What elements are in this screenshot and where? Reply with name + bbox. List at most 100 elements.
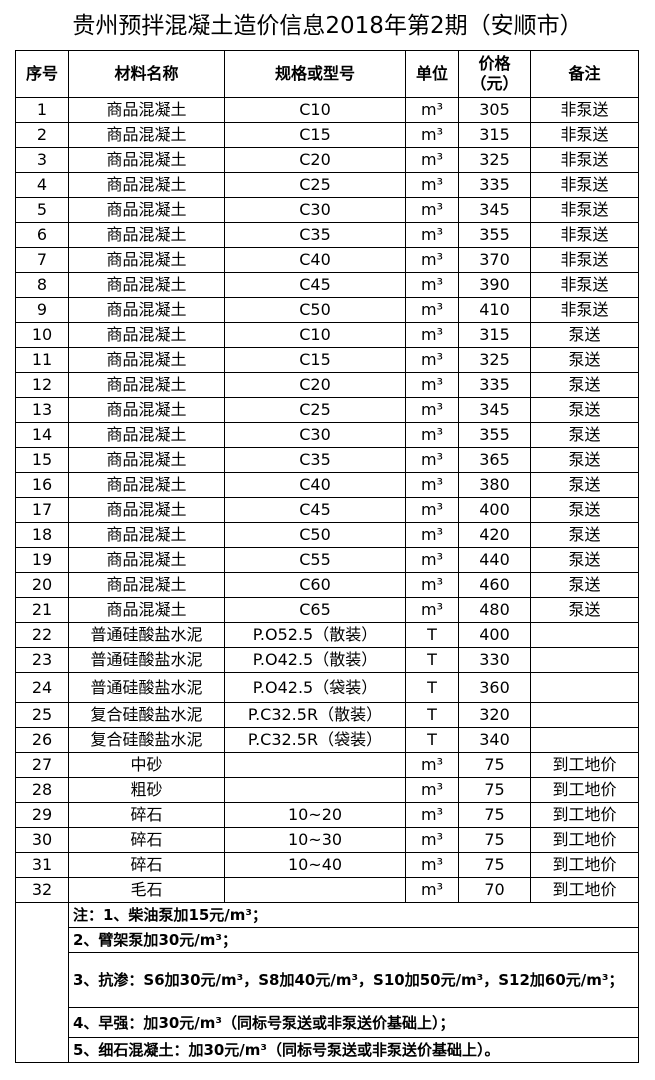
cell-no: 31	[15, 852, 69, 878]
cell-price: 315	[458, 122, 531, 148]
cell-note: 非泵送	[530, 222, 639, 248]
cell-name: 复合硅酸盐水泥	[68, 702, 225, 728]
table-row: 14 商品混凝土 C30 m³ 355 泵送	[15, 422, 639, 448]
cell-price: 75	[458, 852, 531, 878]
cell-no: 11	[15, 347, 69, 373]
cell-note: 泵送	[530, 547, 639, 573]
cell-note: 泵送	[530, 422, 639, 448]
cell-spec: C45	[224, 272, 406, 298]
cell-price: 335	[458, 172, 531, 198]
cell-name: 复合硅酸盐水泥	[68, 727, 225, 753]
note-text: 4、早强：加30元/m³（同标号泵送或非泵送价基础上）；	[68, 1007, 639, 1038]
cell-note: 非泵送	[530, 97, 639, 123]
table-row: 20 商品混凝土 C60 m³ 460 泵送	[15, 572, 639, 598]
cell-spec	[224, 777, 406, 803]
cell-name: 商品混凝土	[68, 497, 225, 523]
cell-no: 29	[15, 802, 69, 828]
cell-no: 9	[15, 297, 69, 323]
cell-price: 460	[458, 572, 531, 598]
cell-unit: m³	[405, 572, 459, 598]
cell-name: 普通硅酸盐水泥	[68, 647, 225, 673]
table-row: 15 商品混凝土 C35 m³ 365 泵送	[15, 447, 639, 473]
table-row: 6 商品混凝土 C35 m³ 355 非泵送	[15, 222, 639, 248]
header-cell: 单位	[405, 50, 459, 98]
cell-no: 23	[15, 647, 69, 673]
cell-price: 315	[458, 322, 531, 348]
cell-price: 345	[458, 397, 531, 423]
table-row: 27 中砂 m³ 75 到工地价	[15, 752, 639, 778]
cell-name: 中砂	[68, 752, 225, 778]
table-row: 12 商品混凝土 C20 m³ 335 泵送	[15, 372, 639, 398]
cell-spec: 10~20	[224, 802, 406, 828]
cell-no: 12	[15, 372, 69, 398]
cell-spec: P.C32.5R（袋装）	[224, 727, 406, 753]
cell-unit: m³	[405, 122, 459, 148]
cell-unit: m³	[405, 522, 459, 548]
cell-no: 16	[15, 472, 69, 498]
table-row: 11 商品混凝土 C15 m³ 325 泵送	[15, 347, 639, 373]
cell-unit: T	[405, 727, 459, 753]
cell-unit: m³	[405, 222, 459, 248]
header-cell: 序号	[15, 50, 69, 98]
cell-name: 商品混凝土	[68, 547, 225, 573]
cell-no: 30	[15, 827, 69, 853]
cell-note: 非泵送	[530, 272, 639, 298]
note-text: 3、抗渗：S6加30元/m³，S8加40元/m³，S10加50元/m³，S12加…	[68, 952, 639, 1008]
table-row: 26 复合硅酸盐水泥 P.C32.5R（袋装） T 340	[15, 727, 639, 753]
header-cell: 规格或型号	[224, 50, 406, 98]
cell-no: 26	[15, 727, 69, 753]
cell-unit: m³	[405, 247, 459, 273]
cell-unit: m³	[405, 547, 459, 573]
cell-name: 商品混凝土	[68, 97, 225, 123]
cell-spec	[224, 877, 406, 903]
cell-price: 420	[458, 522, 531, 548]
cell-unit: m³	[405, 397, 459, 423]
cell-unit: m³	[405, 97, 459, 123]
table-row: 17 商品混凝土 C45 m³ 400 泵送	[15, 497, 639, 523]
cell-no: 5	[15, 197, 69, 223]
cell-spec: P.O42.5（袋装）	[224, 672, 406, 703]
table-row: 10 商品混凝土 C10 m³ 315 泵送	[15, 322, 639, 348]
cell-name: 商品混凝土	[68, 147, 225, 173]
cell-spec: C15	[224, 122, 406, 148]
cell-unit: T	[405, 647, 459, 673]
header-row: 序号 材料名称 规格或型号 单位 价格 （元） 备注	[15, 50, 639, 98]
cell-price: 400	[458, 497, 531, 523]
cell-no: 1	[15, 97, 69, 123]
cell-name: 商品混凝土	[68, 247, 225, 273]
cell-price: 345	[458, 197, 531, 223]
cell-no: 24	[15, 672, 69, 703]
table-row: 16 商品混凝土 C40 m³ 380 泵送	[15, 472, 639, 498]
cell-price: 365	[458, 447, 531, 473]
table-row: 32 毛石 m³ 70 到工地价	[15, 877, 639, 903]
cell-unit: m³	[405, 472, 459, 498]
cell-price: 305	[458, 97, 531, 123]
cell-price: 370	[458, 247, 531, 273]
cell-name: 商品混凝土	[68, 347, 225, 373]
cell-note: 非泵送	[530, 172, 639, 198]
cell-note: 到工地价	[530, 752, 639, 778]
cell-unit: m³	[405, 597, 459, 623]
cell-price: 400	[458, 622, 531, 648]
table-row: 30 碎石 10~30 m³ 75 到工地价	[15, 827, 639, 853]
table-row: 5 商品混凝土 C30 m³ 345 非泵送	[15, 197, 639, 223]
cell-unit: m³	[405, 297, 459, 323]
cell-name: 碎石	[68, 852, 225, 878]
cell-note: 泵送	[530, 497, 639, 523]
table-row: 24 普通硅酸盐水泥 P.O42.5（袋装） T 360	[15, 672, 639, 703]
header-line: （元）	[470, 74, 519, 93]
cell-note: 非泵送	[530, 122, 639, 148]
cell-unit: m³	[405, 172, 459, 198]
cell-name: 毛石	[68, 877, 225, 903]
table-row: 21 商品混凝土 C65 m³ 480 泵送	[15, 597, 639, 623]
note-row: 5、细石混凝土：加30元/m³（同标号泵送或非泵送价基础上）。	[16, 1037, 639, 1063]
cell-spec: C10	[224, 322, 406, 348]
table-row: 19 商品混凝土 C55 m³ 440 泵送	[15, 547, 639, 573]
cell-note: 泵送	[530, 372, 639, 398]
cell-name: 商品混凝土	[68, 397, 225, 423]
cell-name: 商品混凝土	[68, 322, 225, 348]
cell-name: 商品混凝土	[68, 422, 225, 448]
cell-no: 4	[15, 172, 69, 198]
cell-price: 340	[458, 727, 531, 753]
cell-spec: C40	[224, 472, 406, 498]
